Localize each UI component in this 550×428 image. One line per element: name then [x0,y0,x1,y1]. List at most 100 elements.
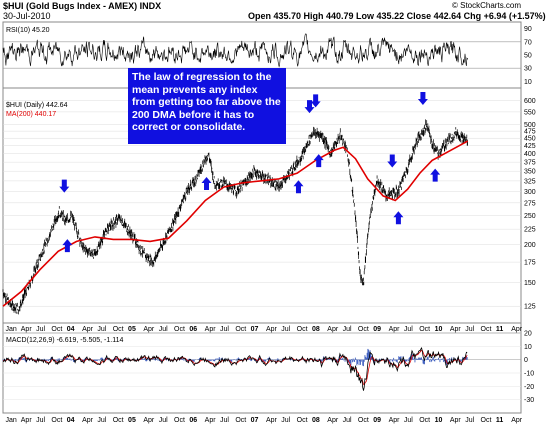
x-tick-label: Apr [327,326,339,333]
x-tick-label: Apr [21,417,33,424]
price-tick-label: 200 [524,242,536,249]
x-tick-label: Jul [220,326,229,333]
x-tick-label: 05 [128,417,136,424]
x-tick-label: Oct [358,326,369,333]
price-tick-label: 350 [524,169,536,176]
ma-legend: MA(200) 440.17 [6,111,56,118]
x-tick-label: 06 [189,326,197,333]
rsi-tick-label: 10 [524,79,532,86]
macd-legend: MACD(12,26,9) -6.619, -5.505, -1.114 [6,337,123,344]
x-tick-label: 09 [373,326,381,333]
arrow-up [201,176,212,190]
x-tick-label: Oct [174,417,185,424]
x-tick-label: Jul [343,417,352,424]
price-tick-label: 600 [524,98,536,105]
x-tick-label: Apr [389,326,401,333]
x-tick-label: Jan [5,326,16,333]
x-tick-label: Apr [450,326,462,333]
x-tick-label: Jul [97,326,106,333]
x-tick-label: Apr [205,326,217,333]
arrow-down [387,154,398,168]
x-tick-label: Jul [97,417,106,424]
chart-header: $HUI (Gold Bugs Index - AMEX) INDX 30-Ju… [0,0,550,22]
rsi-tick-label: 70 [524,39,532,46]
x-tick-label: Oct [358,417,369,424]
x-tick-label: Jul [281,326,290,333]
symbol-title: $HUI (Gold Bugs Index - AMEX) INDX [3,1,162,11]
arrow-up [430,168,441,182]
x-axis-band [2,322,522,334]
price-tick-label: 450 [524,136,536,143]
rsi-legend: RSI(10) 45.20 [6,27,50,34]
x-tick-label: Oct [235,417,246,424]
price-tick-label: 325 [524,178,536,185]
x-tick-label: 10 [435,417,443,424]
x-tick-label: Oct [51,326,62,333]
macd-axis: -30 -20 -10 0 10 20 [524,331,534,405]
rsi-tick-label: 50 [524,53,532,60]
arrow-up [313,154,324,168]
x-tick-label: Apr [389,417,401,424]
x-tick-label: Apr [327,417,339,424]
x-tick-label: 07 [251,417,259,424]
price-tick-label: 250 [524,213,536,220]
x-tick-label: 08 [312,417,320,424]
x-tick-label: Oct [419,326,430,333]
x-tick-label: 09 [373,417,381,424]
price-bars [2,119,468,315]
x-tick-label: Jul [465,326,474,333]
x-tick-label: 08 [312,326,320,333]
x-tick-label: Jul [404,326,413,333]
x-axis-labels-bottom: Jan Apr Jul Oct 04 Apr Jul Oct 05 Apr Jul Oct 06 Apr J… [5,417,522,424]
x-tick-label: Jul [220,417,229,424]
stockcharts-credit: © StockCharts.com [452,1,522,10]
macd-tick-label: 20 [524,331,532,338]
price-legend: $HUI (Daily) 442.64 [6,102,68,109]
x-tick-label: Jul [159,326,168,333]
x-tick-label: 11 [496,417,504,424]
chart-date: 30-Jul-2010 [3,11,51,21]
x-tick-label: Jan [5,417,16,424]
arrow-down [304,100,315,114]
x-tick-label: Jul [159,417,168,424]
x-tick-label: Jul [465,417,474,424]
x-tick-label: Oct [174,326,185,333]
x-tick-label: Oct [113,326,124,333]
ma200-line [2,140,469,307]
x-tick-label: Oct [113,417,124,424]
price-tick-label: 550 [524,109,536,116]
x-axis-labels: Jan Apr Jul Oct 04 Apr Jul Oct 05 Apr Jul Oct 06 Apr J… [5,326,522,333]
x-tick-label: Jul [343,326,352,333]
price-tick-label: 225 [524,227,536,234]
price-tick-label: 500 [524,122,536,129]
price-axis: 1251501752002252502753003253503754004254… [524,98,536,311]
x-tick-label: Apr [82,326,94,333]
arrow-down [417,91,428,105]
arrow-down [59,179,70,193]
arrow-up [393,211,404,225]
x-tick-label: 04 [67,417,75,424]
macd-line [2,347,468,391]
arrows [59,91,441,253]
x-tick-label: Apr [266,326,278,333]
macd-tick-label: -20 [524,384,534,391]
rsi-line [2,33,468,68]
price-tick-label: 425 [524,143,536,150]
x-tick-label: 05 [128,326,136,333]
macd-tick-label: 10 [524,344,532,351]
x-tick-label: Oct [419,417,430,424]
x-tick-label: 04 [67,326,75,333]
price-tick-label: 300 [524,189,536,196]
price-tick-label: 150 [524,280,536,287]
arrow-down [310,94,321,108]
x-tick-label: Apr [21,326,33,333]
x-tick-label: Apr [511,326,523,333]
rsi-tick-label: 30 [524,66,532,73]
macd-tick-label: -10 [524,371,534,378]
x-tick-label: Oct [235,326,246,333]
arrow-up [293,180,304,194]
price-tick-label: 475 [524,129,536,136]
x-tick-label: Apr [205,417,217,424]
price-tick-label: 400 [524,151,536,158]
